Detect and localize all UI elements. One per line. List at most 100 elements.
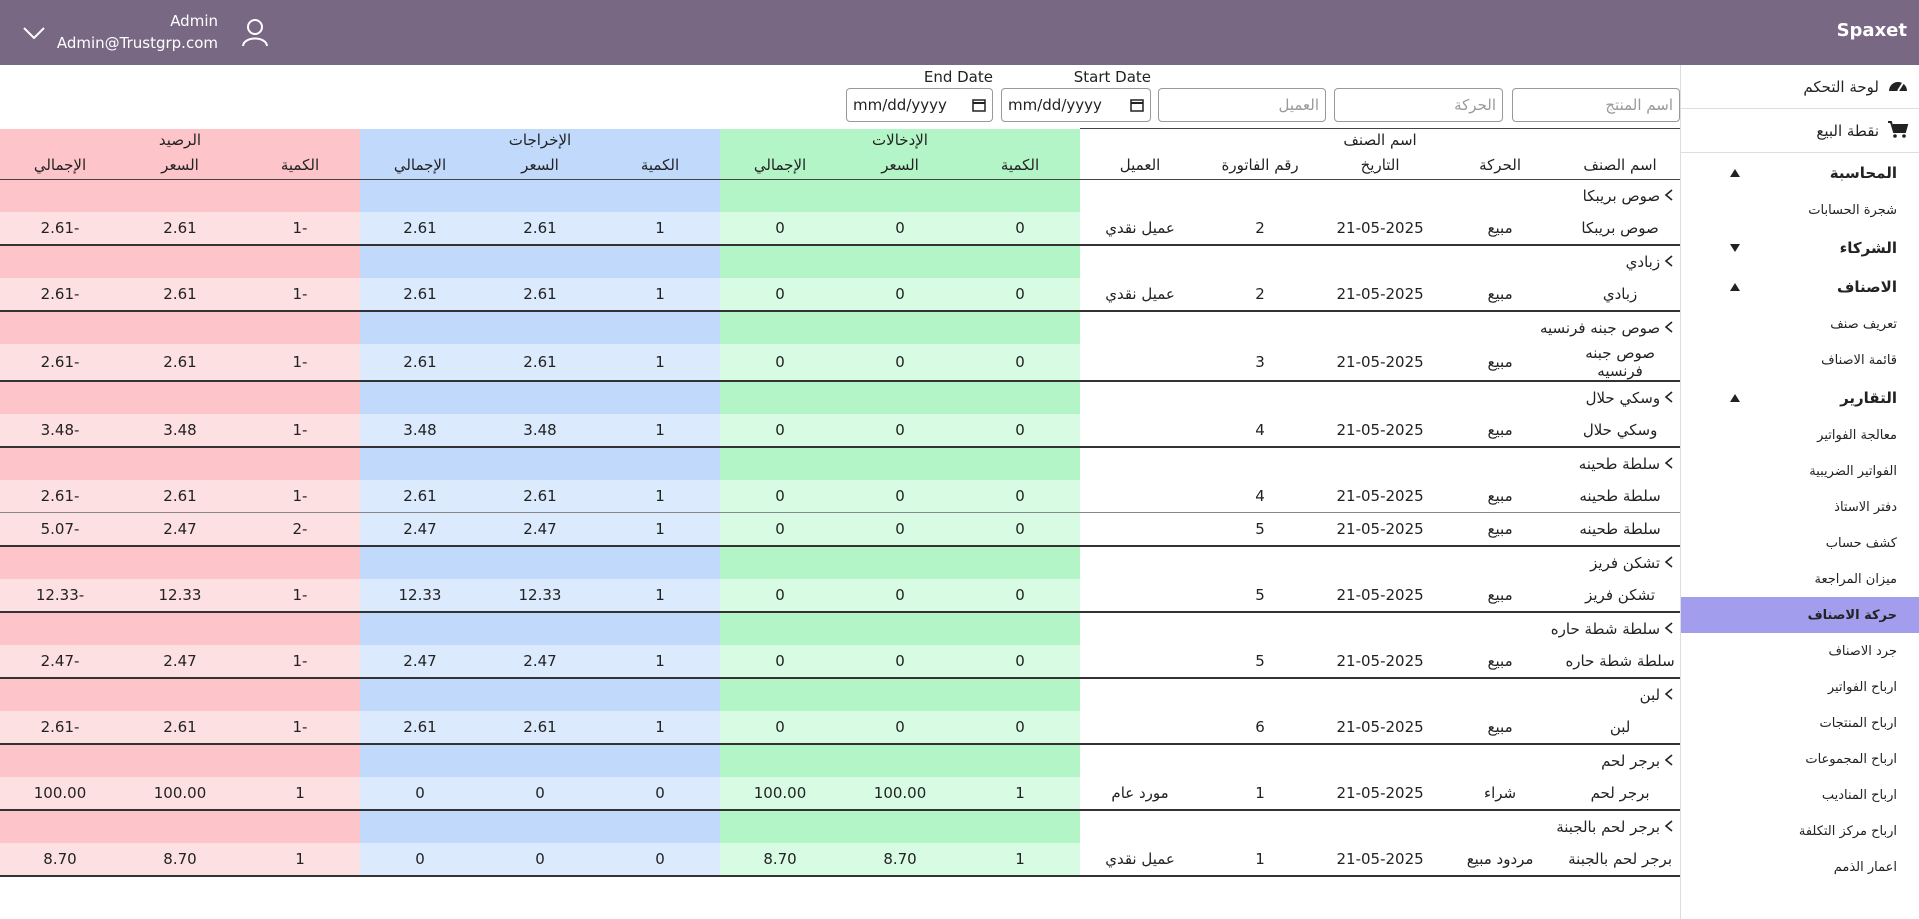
nav-subitem[interactable]: ميزان المراجعة	[1681, 561, 1919, 597]
group-fill	[240, 810, 360, 843]
customer-filter[interactable]: العميل	[1158, 88, 1326, 122]
group-chevron[interactable]	[1660, 187, 1674, 205]
start-date-input[interactable]: mm/dd/yyyy	[1001, 88, 1151, 122]
table-cell: 1	[240, 843, 360, 877]
table-cell: 1	[240, 777, 360, 811]
nav-subitem[interactable]: كشف حساب	[1681, 525, 1919, 561]
nav-subitem[interactable]: شجرة الحسابات	[1681, 192, 1919, 228]
table-cell: مردود مبيع	[1440, 843, 1561, 877]
group-name: سلطة طحينه	[1578, 455, 1661, 473]
group-chevron[interactable]	[1660, 554, 1674, 572]
column-header: الحركة	[1440, 151, 1561, 180]
group-row: وسكي حلال	[0, 381, 1680, 414]
dropdown-chevron[interactable]	[22, 22, 46, 42]
nav-subitem[interactable]: ارباح المجموعات	[1681, 741, 1919, 777]
group-fill	[0, 612, 120, 645]
group-fill	[960, 546, 1081, 579]
nav-label: قائمة الاصناف	[1821, 352, 1897, 368]
group-fill	[360, 447, 480, 480]
nav-label: اعمار الذمم	[1833, 859, 1897, 875]
nav-subitem[interactable]: اعمار الذمم	[1681, 849, 1919, 885]
group-chevron[interactable]	[1660, 253, 1674, 271]
group-fill	[0, 744, 120, 777]
nav-section[interactable]: المحاسبة	[1681, 153, 1919, 192]
group-fill	[720, 810, 841, 843]
table-cell: 12.33-	[0, 579, 120, 613]
nav-subitem[interactable]: ارباح الفواتير	[1681, 669, 1919, 705]
nav-label: ارباح الفواتير	[1827, 679, 1897, 695]
nav-subitem[interactable]: معالجة الفواتير	[1681, 417, 1919, 453]
table-cell: 0	[840, 344, 961, 382]
table-cell: 2.61	[120, 711, 240, 745]
group-fill	[360, 381, 480, 414]
nav-subitem[interactable]: الفواتير الضريبية	[1681, 453, 1919, 489]
group-name-cell: صوص بريبكا	[1080, 180, 1680, 213]
nav-subitem[interactable]: حركة الاصناف	[1681, 597, 1919, 633]
nav-label: معالجة الفواتير	[1817, 427, 1897, 443]
table-cell: وسكي حلال	[1560, 414, 1681, 448]
table-cell: سلطة طحينه	[1560, 512, 1681, 547]
nav-section[interactable]: الشركاء	[1681, 228, 1919, 267]
nav-label: دفتر الاستاذ	[1834, 499, 1897, 515]
nav-item[interactable]: نقطة البيع	[1681, 109, 1919, 153]
group-name-cell: سلطة طحينه	[1080, 447, 1680, 480]
nav-subitem[interactable]: دفتر الاستاذ	[1681, 489, 1919, 525]
table-cell: مورد عام	[1080, 777, 1201, 811]
brand[interactable]: Spaxet	[1836, 20, 1907, 41]
table-cell: برجر لحم	[1560, 777, 1681, 811]
group-chevron[interactable]	[1660, 818, 1674, 836]
detail-row: سلطة شطة حاره مبيع 21-05-2025 5 0 0 0 1 2.47 2.47…	[0, 645, 1681, 679]
movement-filter[interactable]: الحركة	[1334, 88, 1503, 122]
nav-subitem[interactable]: تعريف صنف	[1681, 306, 1919, 342]
group-chevron[interactable]	[1660, 389, 1674, 407]
table-cell: سلطة شطة حاره	[1560, 645, 1681, 679]
group-chevron[interactable]	[1660, 455, 1674, 473]
table-cell: 21-05-2025	[1320, 512, 1441, 547]
group-chevron[interactable]	[1660, 319, 1674, 337]
nav-subitem[interactable]: ارباح المنتجات	[1681, 705, 1919, 741]
group-chevron[interactable]	[1660, 686, 1674, 704]
table-cell	[1080, 579, 1201, 613]
column-header: الإجمالي	[360, 151, 480, 180]
group-fill	[600, 810, 720, 843]
table-cell: 0	[720, 414, 841, 448]
nav-item[interactable]: لوحة التحكم	[1681, 65, 1919, 109]
table-cell: 1-	[240, 480, 360, 513]
report-table-wrap: اسم الصنف الإدخالات الإخراجات الرصيد اسم الص…	[0, 128, 1681, 919]
group-chevron[interactable]	[1660, 620, 1674, 638]
nav-section[interactable]: الاصناف	[1681, 267, 1919, 306]
table-cell: 0	[720, 212, 841, 246]
table-cell: 1	[600, 278, 720, 312]
nav-subitem[interactable]: ارباح المناديب	[1681, 777, 1919, 813]
nav-section[interactable]: التقارير	[1681, 378, 1919, 417]
table-cell: 0	[480, 777, 600, 811]
nav-subitem[interactable]: جرد الاصناف	[1681, 633, 1919, 669]
column-header: اسم الصنف	[1560, 151, 1681, 180]
table-cell: 2.47-	[0, 645, 120, 679]
table-cell: 0	[480, 843, 600, 877]
table-cell: 1-	[240, 645, 360, 679]
user-icon[interactable]	[240, 17, 270, 47]
end-date-input[interactable]: mm/dd/yyyy	[846, 88, 993, 122]
detail-row: تشكن فريز مبيع 21-05-2025 5 0 0 0 1 12.33 12.33 1-…	[0, 579, 1681, 613]
table-cell: 0	[360, 843, 480, 877]
nav-label: ميزان المراجعة	[1814, 571, 1897, 587]
nav-subitem[interactable]: قائمة الاصناف	[1681, 342, 1919, 378]
detail-row: زبادي مبيع 21-05-2025 2 عميل نقدي 0 0 0 1 2.61 2.6…	[0, 278, 1681, 312]
table-cell: 5.07-	[0, 512, 120, 547]
table-cell: 0	[840, 512, 961, 547]
table-cell: 100.00	[120, 777, 240, 811]
nav-subitem[interactable]: ارباح مركز التكلفة	[1681, 813, 1919, 849]
table-cell: عميل نقدي	[1080, 278, 1201, 312]
table-cell: 2.61-	[0, 344, 120, 382]
table-cell: 2.61	[360, 212, 480, 246]
group-name: برجر لحم	[1601, 752, 1661, 770]
group-fill	[480, 612, 600, 645]
group-fill	[960, 381, 1081, 414]
table-cell: سلطة طحينه	[1560, 480, 1681, 513]
table-cell: 100.00	[0, 777, 120, 811]
product-filter[interactable]: اسم المنتج	[1512, 88, 1680, 122]
group-chevron[interactable]	[1660, 752, 1674, 770]
group-name-cell: برجر لحم بالجبنة	[1080, 810, 1680, 843]
table-cell: 0	[960, 711, 1081, 745]
